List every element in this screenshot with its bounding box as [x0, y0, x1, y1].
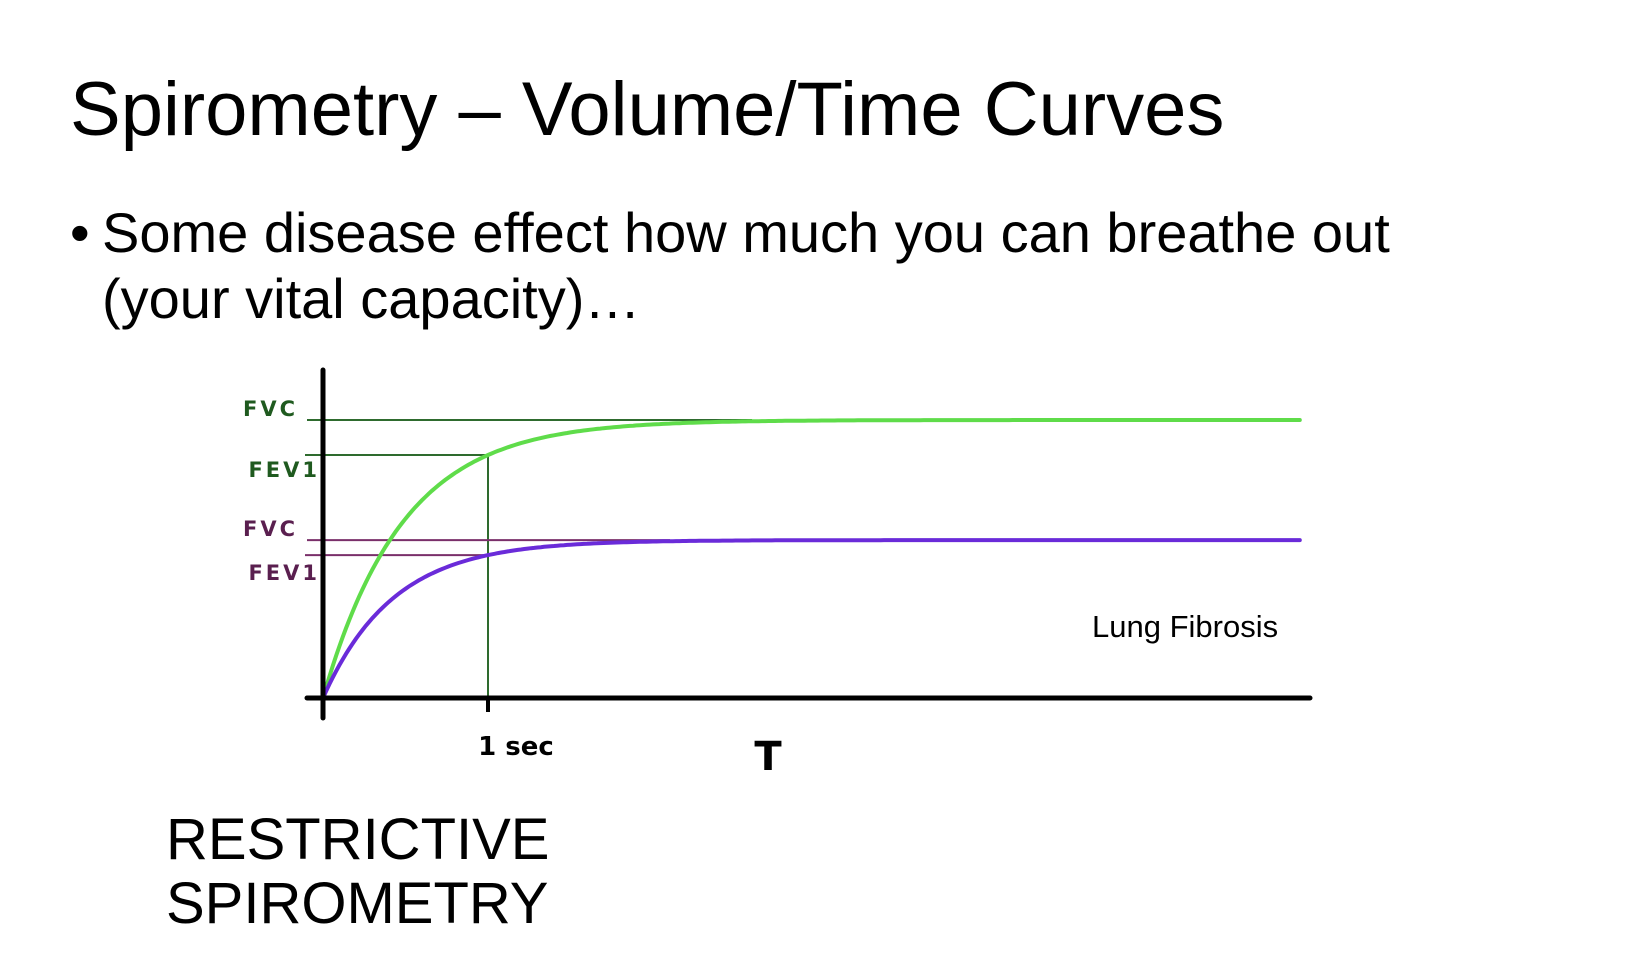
bullet-line-2: (your vital capacity)… [102, 267, 641, 330]
slide-title: Spirometry – Volume/Time Curves [70, 67, 1225, 152]
caption-line-1: RESTRICTIVE [166, 807, 550, 872]
fev1-label: FEV1 [248, 458, 320, 482]
annotation-lung-fibrosis: Lung Fibrosis [1092, 609, 1278, 644]
volume-curve-restrictive [321, 538, 1302, 700]
caption: RESTRICTIVE SPIROMETRY [166, 808, 550, 936]
bullet-text: Some disease effect how much you can bre… [102, 200, 1390, 332]
bullet-line-1: Some disease effect how much you can bre… [102, 201, 1390, 264]
fvc-label: FVC [243, 397, 298, 421]
bullet-point: • [70, 201, 90, 264]
volume-curve-normal [321, 418, 1302, 700]
fev1-label: FEV1 [248, 561, 320, 585]
fvc-label: FVC [243, 517, 298, 541]
x-axis-label: T [754, 734, 782, 780]
caption-line-2: SPIROMETRY [166, 871, 549, 936]
x-tick-label: 1 sec [478, 732, 554, 762]
